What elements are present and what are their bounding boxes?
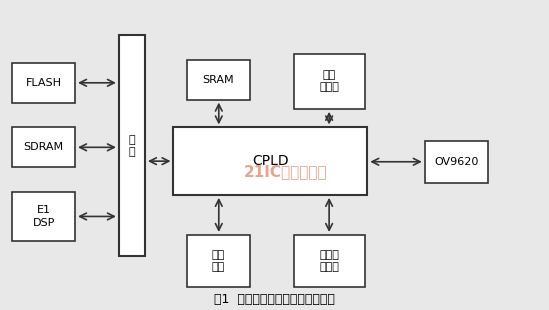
Bar	[425, 141, 488, 183]
Bar	[187, 60, 250, 100]
Text: OV9620: OV9620	[434, 157, 478, 167]
Bar	[119, 35, 145, 256]
Bar	[173, 127, 367, 195]
Bar	[12, 192, 75, 241]
Bar	[294, 235, 365, 287]
Bar	[12, 127, 75, 167]
Text: SRAM: SRAM	[203, 75, 234, 85]
Text: CPLD: CPLD	[252, 154, 289, 168]
Text: 21IC中国电子网: 21IC中国电子网	[244, 164, 327, 179]
Text: FLASH: FLASH	[26, 78, 61, 88]
Bar	[187, 235, 250, 287]
Bar	[294, 54, 365, 109]
Text: 图1  嵌入式平台数据总线结构框图: 图1 嵌入式平台数据总线结构框图	[214, 293, 335, 306]
Text: SDRAM: SDRAM	[24, 142, 64, 152]
Text: 外围
设备: 外围 设备	[212, 250, 225, 272]
Bar	[12, 63, 75, 103]
Text: 以太网
控制器: 以太网 控制器	[319, 250, 339, 272]
Text: 总
线: 总 线	[128, 135, 135, 157]
Text: E1
DSP: E1 DSP	[32, 205, 55, 228]
Text: 液晶
显示器: 液晶 显示器	[319, 70, 339, 92]
